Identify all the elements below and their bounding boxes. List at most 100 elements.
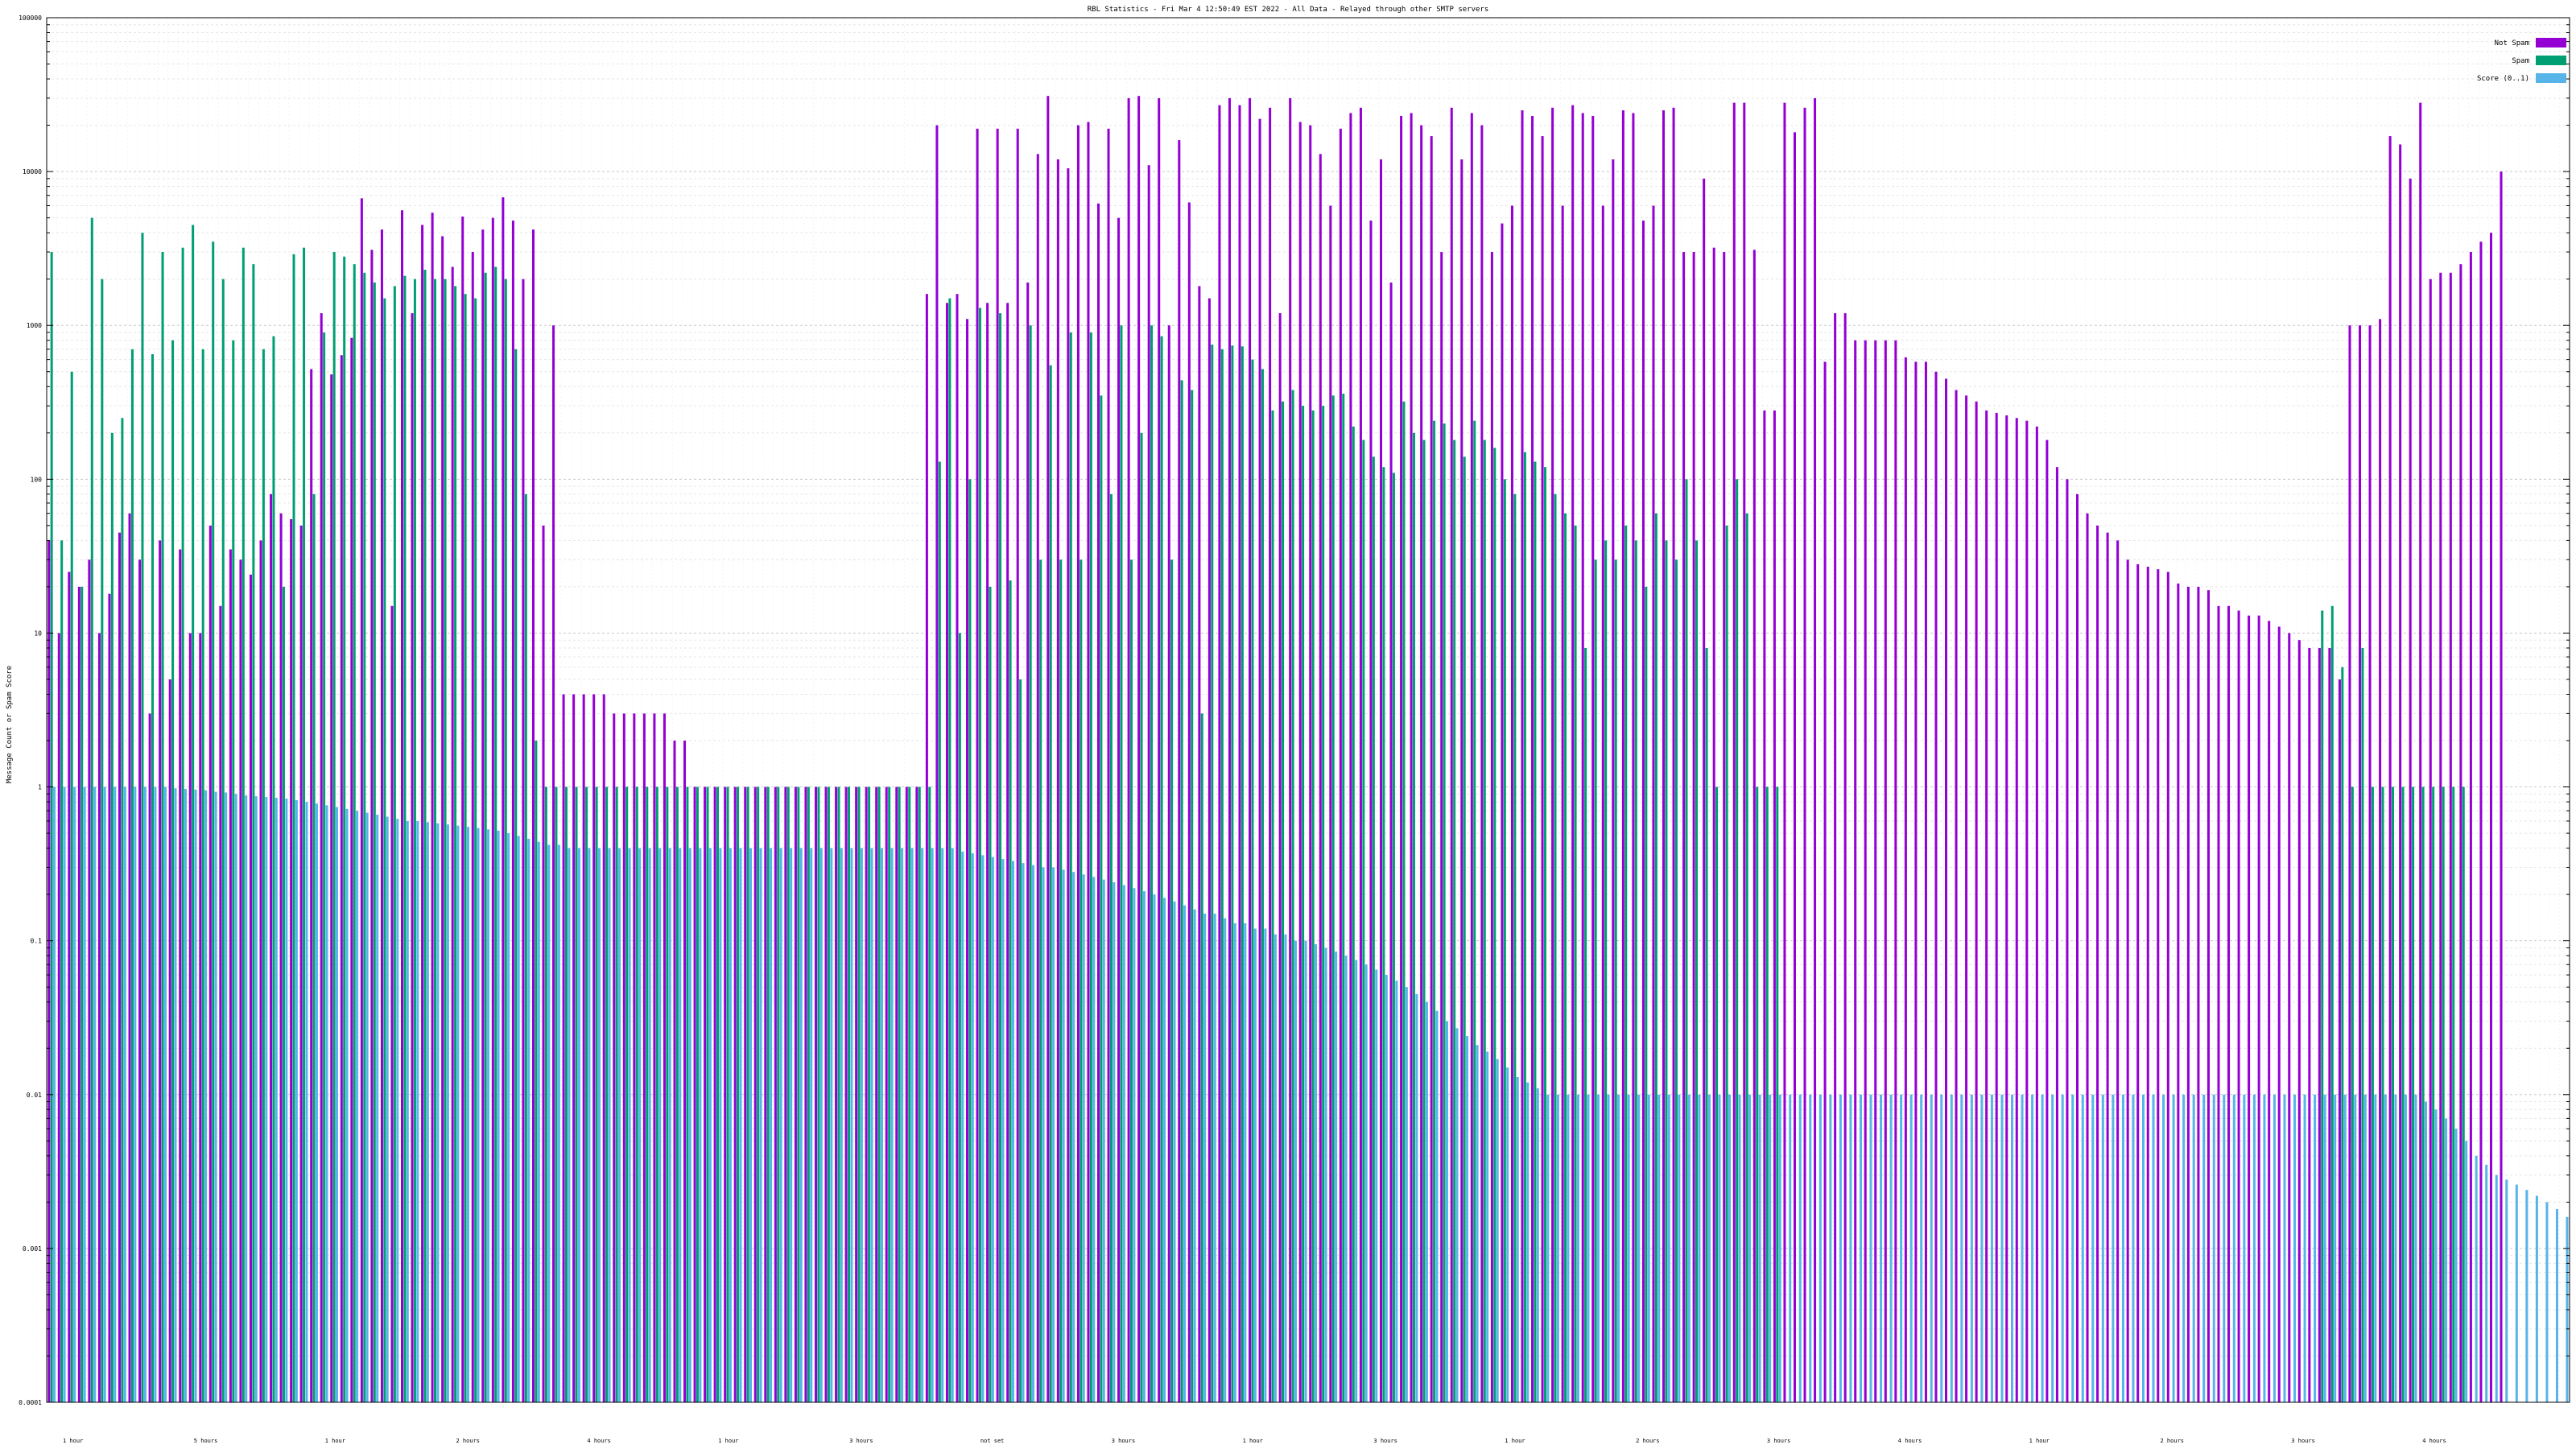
score-bar	[618, 848, 621, 1402]
score-bar	[63, 786, 66, 1402]
category-label: 3 hours	[849, 1438, 873, 1444]
not-spam-bar	[966, 319, 969, 1402]
spam-bar	[2432, 786, 2435, 1402]
spam-bar	[1039, 559, 1042, 1402]
not-spam-bar	[1087, 122, 1090, 1402]
score-bar	[1970, 1094, 1973, 1402]
spam-bar	[1604, 540, 1608, 1402]
not-spam-bar	[2066, 479, 2069, 1402]
not-spam-bar	[441, 236, 444, 1402]
not-spam-bar	[320, 313, 323, 1403]
score-bar	[234, 794, 237, 1402]
not-spam-bar	[1662, 110, 1666, 1402]
score-bar	[275, 798, 278, 1402]
spam-bar	[1109, 493, 1113, 1402]
score-bar	[1889, 1094, 1893, 1402]
spam-bar	[110, 432, 114, 1402]
not-spam-bar	[1258, 118, 1261, 1402]
not-spam-bar	[1208, 298, 1211, 1402]
not-spam-bar	[451, 266, 454, 1402]
not-spam-bar	[1814, 97, 1817, 1402]
not-spam-bar	[2046, 440, 2049, 1402]
not-spam-bar	[1187, 202, 1191, 1403]
spam-bar	[50, 252, 53, 1402]
plot-frame	[46, 17, 2570, 1403]
spam-bar	[1493, 448, 1496, 1402]
score-bar	[2303, 1094, 2306, 1402]
not-spam-bar	[1723, 252, 1726, 1402]
not-spam-bar	[915, 786, 919, 1402]
not-spam-bar	[784, 786, 787, 1402]
not-spam-bar	[2177, 583, 2180, 1402]
spam-bar	[757, 786, 760, 1402]
not-spam-bar	[2257, 615, 2260, 1402]
score-bar	[1011, 861, 1014, 1402]
score-bar	[1455, 1028, 1459, 1402]
score-bar	[608, 848, 611, 1402]
score-bar	[1274, 934, 1277, 1402]
score-bar	[2535, 1195, 2538, 1402]
spam-bar	[192, 225, 195, 1402]
score-bar	[527, 839, 530, 1402]
not-spam-bar	[350, 337, 353, 1403]
category-label: 2 hours	[456, 1438, 481, 1444]
category-label: 3 hours	[1112, 1438, 1136, 1444]
score-bar	[1990, 1094, 1993, 1402]
not-spam-bar	[2277, 626, 2281, 1402]
spam-bar	[393, 286, 396, 1403]
score-bar	[2525, 1190, 2529, 1402]
score-bar	[719, 848, 722, 1402]
not-spam-bar	[2419, 102, 2422, 1402]
score-bar	[1042, 867, 1045, 1402]
spam-bar	[1049, 365, 1052, 1403]
score-bar	[1253, 928, 1257, 1402]
category-label: 1 hour	[1505, 1438, 1525, 1444]
spam-bar	[161, 252, 164, 1402]
score-bar	[285, 799, 288, 1402]
not-spam-bar	[1823, 361, 1827, 1403]
not-spam-bar	[1278, 313, 1282, 1403]
spam-bar	[2341, 667, 2344, 1402]
not-spam-bar	[1369, 221, 1373, 1402]
score-bar	[1193, 909, 1196, 1402]
not-spam-bar	[663, 713, 666, 1402]
not-spam-bar	[1147, 165, 1150, 1403]
score-bar	[860, 848, 863, 1402]
score-bar	[2000, 1094, 2004, 1402]
not-spam-bar	[411, 313, 414, 1403]
category-label: 4 hours	[587, 1438, 611, 1444]
not-spam-bar	[1621, 110, 1624, 1402]
not-spam-bar	[2359, 325, 2362, 1403]
not-spam-bar	[724, 786, 727, 1402]
spam-bar	[1645, 586, 1648, 1402]
spam-bar	[70, 371, 73, 1402]
not-spam-bar	[1682, 252, 1686, 1402]
not-spam-bar	[1894, 340, 1897, 1402]
score-bar	[446, 824, 449, 1402]
score-bar	[2555, 1209, 2558, 1402]
score-bar	[2192, 1094, 2195, 1402]
score-bar	[194, 789, 197, 1402]
spam-bar	[514, 349, 518, 1403]
spam-bar	[444, 279, 447, 1403]
not-spam-bar	[1016, 128, 1019, 1403]
spam-bar	[605, 786, 609, 1402]
not-spam-bar	[491, 217, 494, 1402]
not-spam-bar	[2035, 426, 2038, 1402]
score-bar	[910, 848, 914, 1402]
score-bar	[53, 786, 56, 1402]
not-spam-bar	[2297, 640, 2301, 1402]
spam-bar	[272, 336, 275, 1403]
not-spam-bar	[2379, 319, 2382, 1402]
not-spam-bar	[2166, 572, 2169, 1402]
score-bar	[1294, 940, 1297, 1402]
score-bar	[396, 819, 399, 1402]
score-bar	[2515, 1184, 2518, 1402]
spam-bar	[1322, 406, 1325, 1402]
score-bar	[2232, 1094, 2235, 1402]
not-spam-bar	[279, 513, 283, 1402]
y-tick-label: 100	[31, 476, 43, 483]
score-bar	[880, 848, 883, 1402]
score-bar	[1687, 1094, 1690, 1402]
spam-bar	[1665, 540, 1668, 1402]
